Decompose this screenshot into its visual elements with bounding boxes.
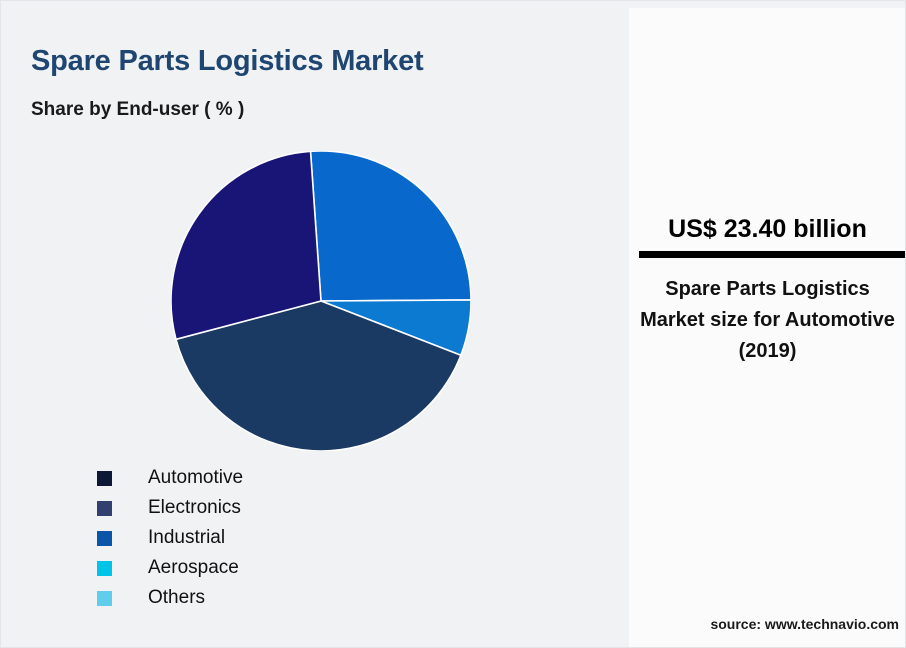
pie-slice-electronics[interactable] <box>175 300 462 451</box>
legend-swatch-others <box>97 590 112 606</box>
page-title: Spare Parts Logistics Market <box>31 45 424 77</box>
legend-label-electronics: Electronics <box>148 497 241 518</box>
stat-panel: US$ 23.40 billion Spare Parts Logistics … <box>629 8 905 647</box>
stat-divider-rule <box>639 251 905 258</box>
legend-label-aerospace: Aerospace <box>148 557 239 578</box>
chart-panel: Spare Parts Logistics Market Share by En… <box>1 1 629 647</box>
pie-slice-automotive[interactable] <box>171 151 322 341</box>
legend-item-electronics[interactable]: Electronics <box>97 493 243 523</box>
pie-slice-industrial[interactable] <box>309 151 471 302</box>
legend-swatch-aerospace <box>97 560 112 576</box>
legend-swatch-industrial <box>97 530 112 546</box>
stat-caption: Spare Parts Logistics Market size for Au… <box>640 278 895 362</box>
stat-value: US$ 23.40 billion <box>668 215 867 243</box>
pie-chart <box>171 151 471 451</box>
source-note: source: www.technavio.com <box>710 616 899 632</box>
chart-subtitle: Share by End-user ( % ) <box>31 99 245 120</box>
legend-label-industrial: Industrial <box>148 527 226 548</box>
pie-chart-svg <box>171 151 471 451</box>
legend-swatch-automotive <box>97 470 112 486</box>
legend-item-industrial[interactable]: Industrial <box>97 523 243 553</box>
legend-label-automotive: Automotive <box>148 467 244 488</box>
legend-item-others[interactable]: Others <box>97 583 243 613</box>
legend-item-aerospace[interactable]: Aerospace <box>97 553 243 583</box>
legend-label-others: Others <box>148 587 206 608</box>
legend-item-automotive[interactable]: Automotive <box>97 463 243 493</box>
chart-legend: Automotive Electronics Industrial Aerosp… <box>97 463 243 613</box>
legend-swatch-electronics <box>97 500 112 516</box>
